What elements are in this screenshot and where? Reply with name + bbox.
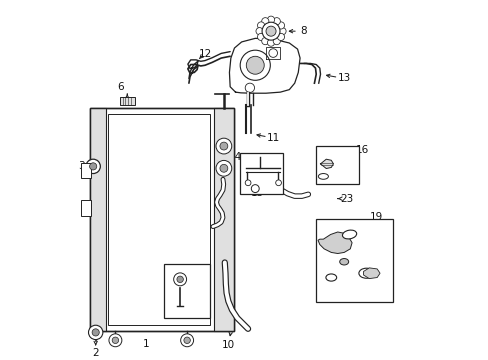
Circle shape [88,325,102,339]
Circle shape [268,49,277,57]
Text: 23: 23 [339,194,353,204]
Circle shape [180,334,193,347]
Text: 13: 13 [337,73,350,83]
Bar [90,108,233,330]
Text: 10: 10 [222,340,234,350]
Circle shape [220,142,227,150]
Circle shape [257,22,264,29]
Ellipse shape [342,230,356,239]
Bar [90,108,233,330]
Bar [316,146,359,184]
Circle shape [216,161,231,176]
Circle shape [92,329,99,336]
Circle shape [177,276,183,283]
Polygon shape [229,39,300,93]
Ellipse shape [318,174,328,179]
Circle shape [275,180,281,186]
Circle shape [255,28,263,35]
Text: 16: 16 [355,145,368,155]
Circle shape [109,334,122,347]
Circle shape [261,37,268,45]
Circle shape [89,163,97,170]
Bar [120,97,135,105]
Text: 4: 4 [186,309,192,319]
Text: 11: 11 [266,133,279,143]
Circle shape [277,33,284,40]
Text: 9: 9 [227,215,234,224]
Circle shape [262,22,280,40]
Text: 14: 14 [229,152,242,162]
Circle shape [273,18,280,25]
Text: 12: 12 [198,49,211,59]
Circle shape [216,138,231,154]
Bar [316,220,392,302]
Circle shape [240,50,270,80]
Circle shape [183,337,190,343]
Polygon shape [317,232,351,253]
Circle shape [267,39,274,46]
Polygon shape [320,159,333,168]
Circle shape [244,83,254,93]
Circle shape [261,18,268,25]
Bar [90,108,106,330]
Circle shape [278,28,285,35]
Bar [214,108,233,330]
Text: 8: 8 [299,26,306,36]
Bar [81,201,91,216]
Text: 7: 7 [283,64,289,75]
Circle shape [220,165,227,172]
Circle shape [112,337,119,343]
Circle shape [246,56,264,74]
Text: 17: 17 [336,171,349,181]
Bar [108,114,210,325]
Text: 3: 3 [78,161,84,171]
Text: 5: 5 [192,273,199,283]
Text: 20: 20 [378,274,391,284]
Circle shape [277,22,284,29]
Circle shape [257,33,264,40]
Text: 19: 19 [369,212,382,221]
Circle shape [86,159,100,174]
Bar [240,153,283,194]
Circle shape [251,185,259,193]
Bar [163,264,210,318]
Polygon shape [363,268,379,279]
Text: 1: 1 [142,339,149,349]
Circle shape [273,37,280,45]
Ellipse shape [358,268,373,278]
Text: 18: 18 [337,219,350,229]
Text: 22: 22 [354,257,367,267]
Ellipse shape [325,274,336,281]
Text: 21: 21 [318,279,331,289]
Circle shape [173,273,186,286]
Circle shape [244,180,250,186]
Text: 15: 15 [250,188,264,198]
Text: 6: 6 [117,82,124,93]
Ellipse shape [339,258,348,265]
Circle shape [267,16,274,23]
Text: 2: 2 [92,348,99,358]
Circle shape [265,26,276,36]
Bar [81,163,91,179]
